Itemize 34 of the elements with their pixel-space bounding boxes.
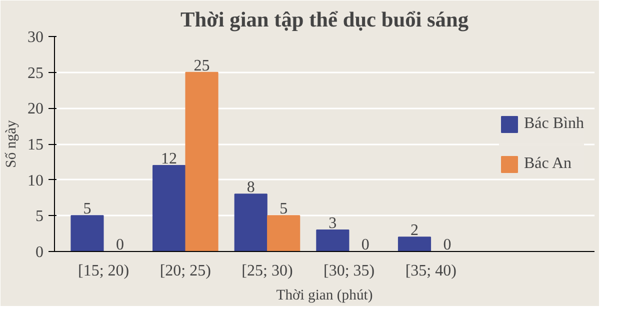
x-axis-title: Thời gian (phút) [276, 288, 373, 304]
data-label: 0 [116, 236, 124, 254]
data-label: 2 [410, 222, 418, 240]
data-label: 25 [194, 57, 210, 74]
data-label: 0 [443, 236, 452, 254]
y-tick-label: 20 [28, 100, 44, 118]
x-tick-label: [20; 25) [160, 262, 211, 280]
chart-title: Thời gian tập thể dục buổi sáng [180, 8, 469, 32]
data-label: 5 [280, 200, 288, 218]
y-tick-label: 5 [36, 208, 44, 226]
legend-label: Bác An [524, 154, 572, 172]
y-axis-title: Số ngày [4, 120, 20, 168]
legend-label: Bác Bình [524, 114, 584, 132]
data-label: 5 [83, 200, 92, 218]
bar [398, 236, 432, 252]
x-tick-label: [35; 40) [405, 262, 456, 280]
bar [70, 215, 104, 252]
y-tick-label: 30 [28, 29, 44, 46]
y-tick-label: 25 [28, 64, 44, 82]
bar [267, 215, 300, 252]
data-label: 0 [361, 236, 370, 254]
y-tick-label: 10 [28, 172, 44, 190]
x-tick-label: [30; 35) [323, 262, 375, 280]
y-tick-label: 15 [28, 136, 44, 154]
data-label: 3 [328, 215, 337, 232]
data-label: 12 [161, 150, 178, 168]
x-tick-label: [25; 30) [242, 262, 293, 280]
x-tick-label: [15; 20) [78, 262, 130, 280]
y-tick-label: 0 [36, 244, 44, 261]
bar [316, 230, 350, 252]
bar [185, 72, 218, 252]
data-label: 8 [246, 179, 255, 196]
bar [234, 194, 268, 252]
bar [152, 165, 186, 252]
